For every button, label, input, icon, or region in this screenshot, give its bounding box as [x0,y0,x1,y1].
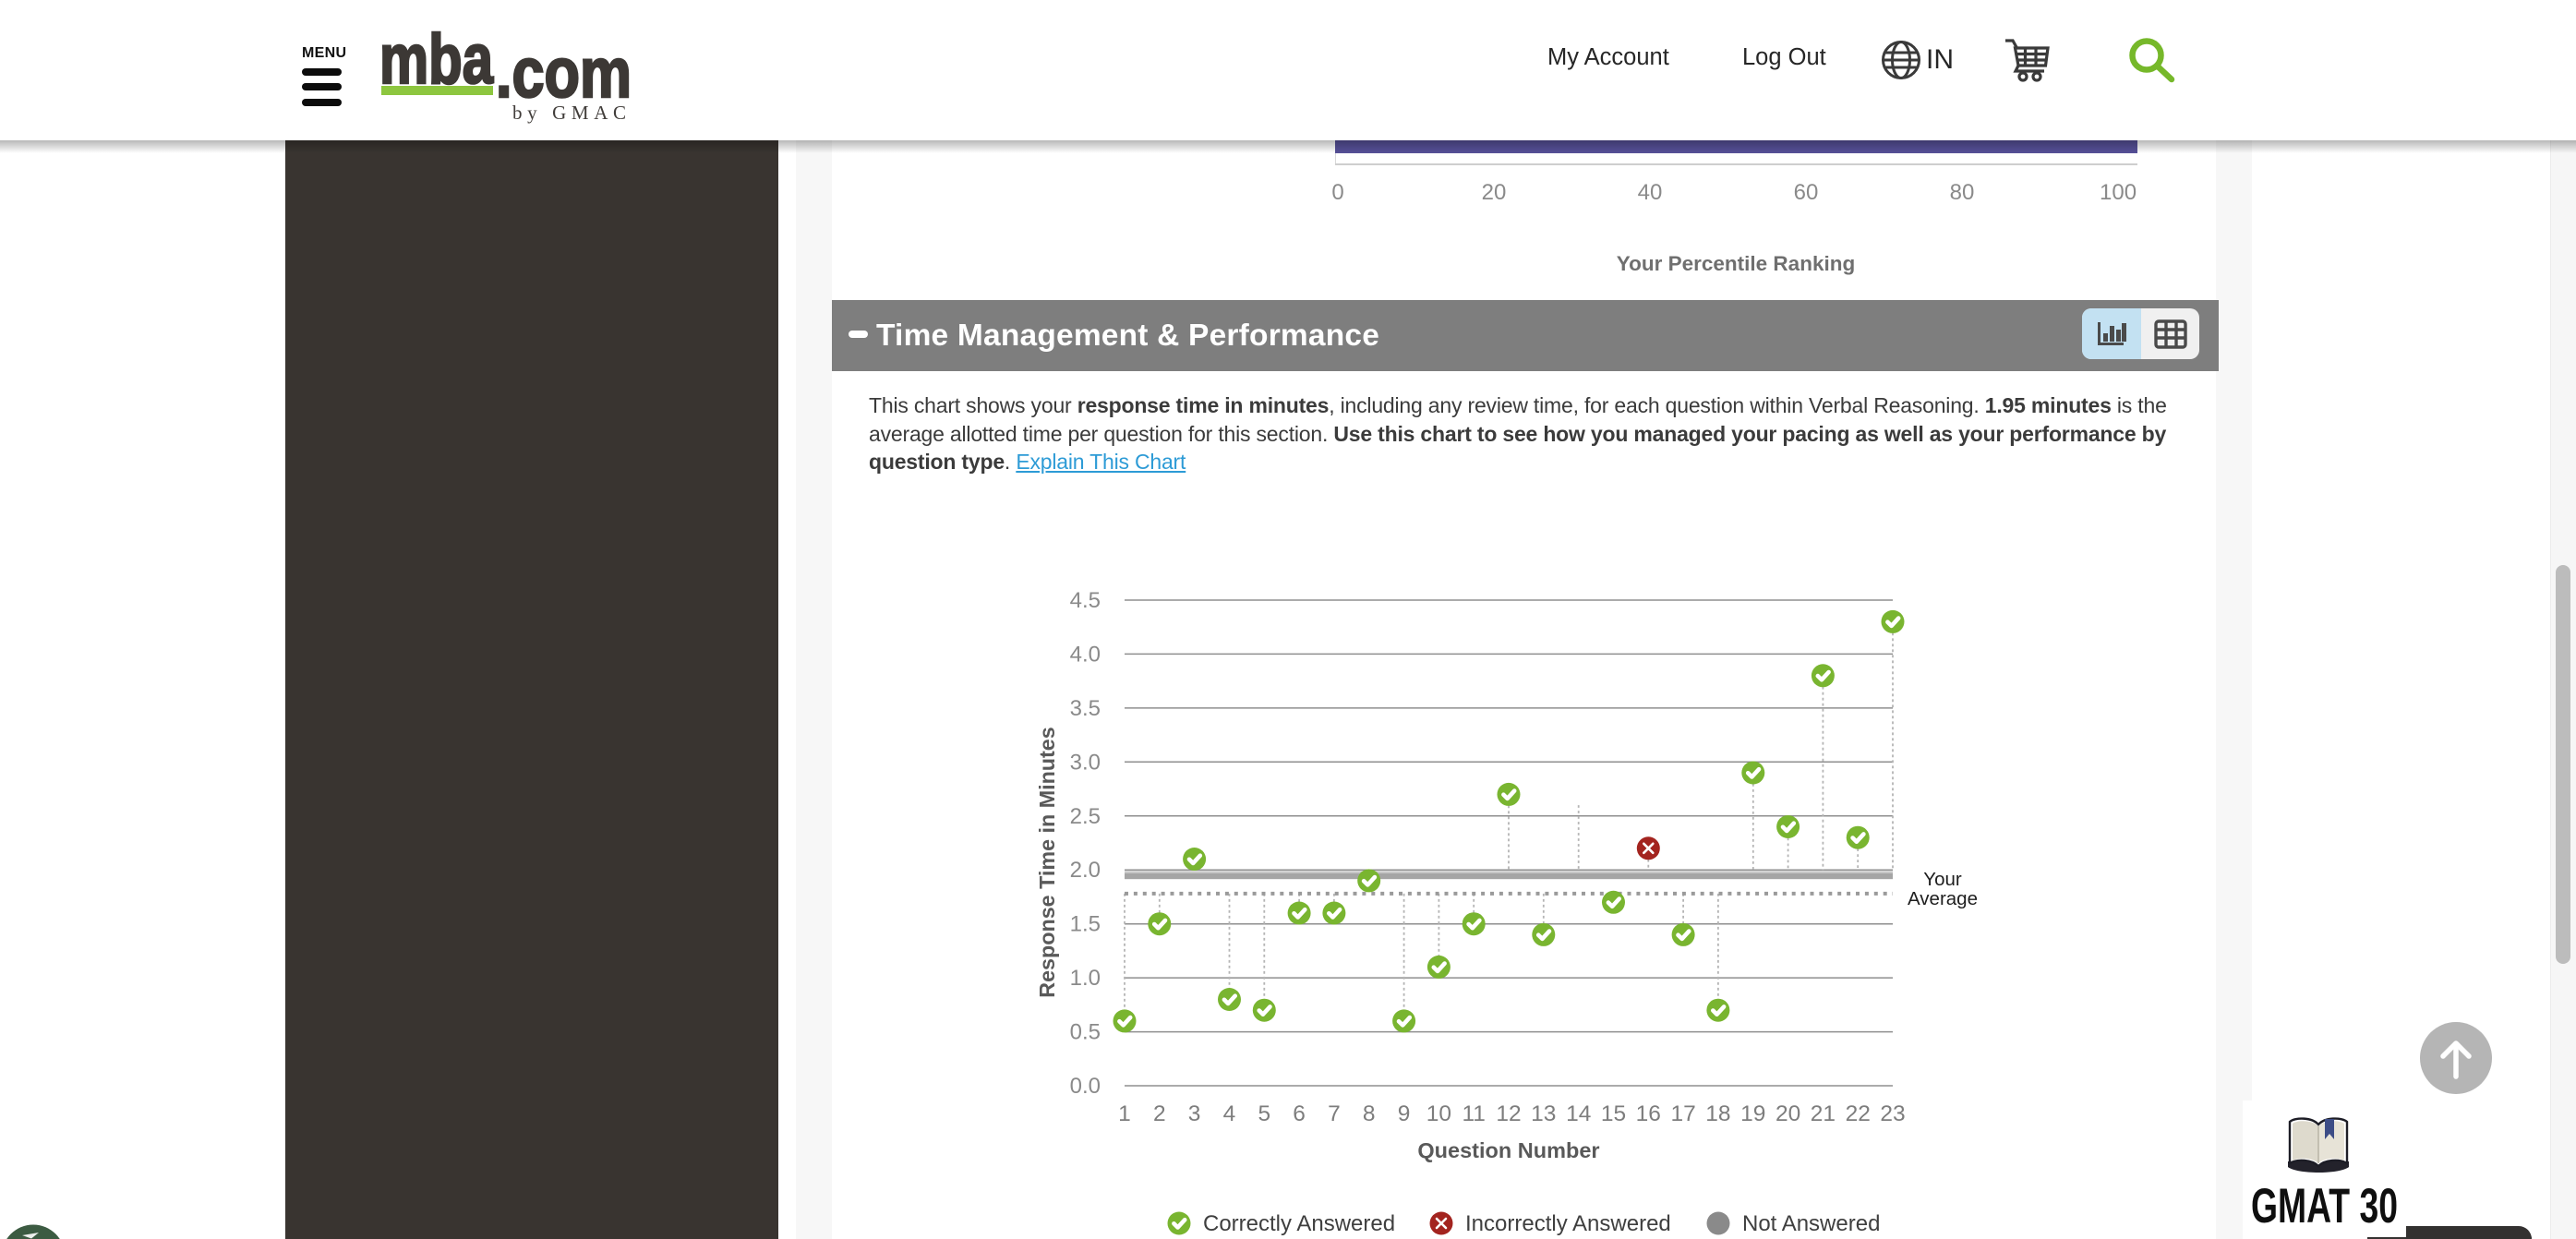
svg-text:1.0: 1.0 [1070,966,1101,991]
svg-text:17: 17 [1670,1101,1695,1126]
svg-text:3: 3 [1188,1101,1201,1126]
svg-text:6: 6 [1293,1101,1306,1126]
svg-text:4.0: 4.0 [1070,642,1101,667]
svg-text:Not Answered: Not Answered [1742,1211,1880,1236]
svg-text:19: 19 [1740,1101,1765,1126]
svg-text:22: 22 [1846,1101,1871,1126]
svg-text:8: 8 [1363,1101,1376,1126]
svg-text:18: 18 [1705,1101,1730,1126]
svg-text:2: 2 [1153,1101,1166,1126]
svg-text:Incorrectly Answered: Incorrectly Answered [1465,1211,1671,1236]
svg-text:4.5: 4.5 [1070,588,1101,613]
svg-text:Correctly Answered: Correctly Answered [1203,1211,1395,1236]
svg-text:Your: Your [1923,869,1962,890]
svg-text:20: 20 [1776,1101,1800,1126]
svg-text:14: 14 [1566,1101,1591,1126]
svg-text:23: 23 [1880,1101,1905,1126]
svg-text:3.0: 3.0 [1070,750,1101,775]
svg-text:12: 12 [1496,1101,1521,1126]
svg-text:10: 10 [1426,1101,1451,1126]
svg-text:1: 1 [1118,1101,1131,1126]
svg-text:Average: Average [1908,888,1978,909]
svg-text:16: 16 [1636,1101,1661,1126]
svg-text:0.0: 0.0 [1070,1074,1101,1099]
svg-text:4: 4 [1223,1101,1236,1126]
svg-text:1.5: 1.5 [1070,912,1101,937]
svg-text:mba: mba [381,20,494,99]
svg-text:21: 21 [1811,1101,1836,1126]
svg-text:2.5: 2.5 [1070,804,1101,829]
svg-text:13: 13 [1531,1101,1556,1126]
svg-text:Question Number: Question Number [1417,1138,1599,1162]
svg-text:2.0: 2.0 [1070,858,1101,883]
svg-text:5: 5 [1258,1101,1270,1126]
svg-text:7: 7 [1328,1101,1341,1126]
svg-text:0.5: 0.5 [1070,1020,1101,1045]
svg-text:9: 9 [1398,1101,1411,1126]
svg-text:Response Time in Minutes: Response Time in Minutes [1035,727,1059,997]
svg-text:15: 15 [1601,1101,1626,1126]
svg-text:11: 11 [1462,1101,1485,1126]
svg-text:.com: .com [496,34,632,113]
svg-text:3.5: 3.5 [1070,696,1101,721]
